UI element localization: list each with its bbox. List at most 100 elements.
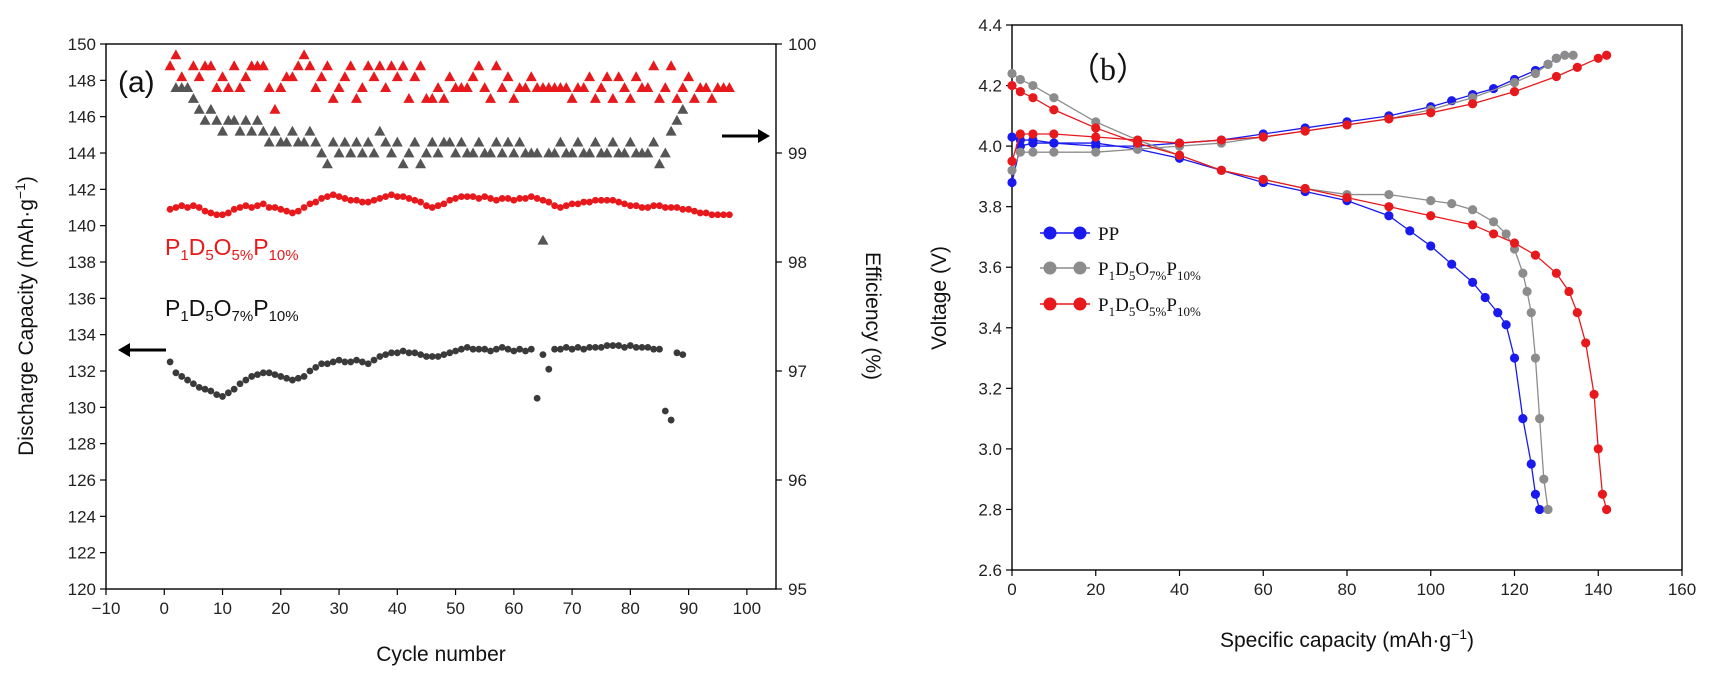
efficiency-point [589, 136, 601, 147]
curve-point [1509, 77, 1520, 88]
x-tick-label: 0 [160, 599, 169, 618]
efficiency-point [292, 60, 304, 71]
efficiency-point [257, 125, 269, 136]
capacity-point [236, 380, 244, 388]
efficiency-point [356, 82, 368, 92]
capacity-point [580, 198, 588, 206]
capacity-point [638, 343, 646, 351]
efficiency-point [502, 136, 514, 147]
efficiency-point [578, 82, 590, 92]
svg-text:PP: PP [1098, 224, 1119, 245]
efficiency-point [619, 82, 631, 92]
curve-point [1049, 147, 1059, 157]
x-tick-label: 60 [504, 599, 523, 618]
curve-point [1015, 129, 1025, 139]
curve-point [1522, 286, 1532, 297]
capacity-point [632, 343, 640, 351]
curve-point [1007, 132, 1017, 142]
y-tick-label: 3.8 [978, 198, 1002, 217]
capacity-point [562, 343, 570, 351]
capacity-point [597, 343, 605, 351]
legend-item-p1d5o7: P1D5O7%P10% [1040, 259, 1201, 283]
efficiency-point [502, 71, 514, 82]
curve-point [1028, 147, 1038, 157]
efficiency-point [374, 125, 386, 136]
efficiency-point [385, 60, 397, 71]
efficiency-point [525, 71, 537, 82]
curve-point [1007, 177, 1017, 188]
capacity-point [621, 343, 628, 351]
curve-point [1509, 87, 1520, 97]
efficiency-point [246, 125, 258, 136]
right-axis-arrow [722, 129, 770, 143]
capacity-point [341, 358, 349, 366]
capacity-point [259, 369, 267, 377]
efficiency-point [170, 49, 182, 60]
capacity-point [679, 351, 687, 359]
curve-point [1015, 147, 1025, 157]
capacity-point [615, 342, 623, 349]
x-tick-label: 50 [446, 599, 465, 618]
capacity-point [289, 209, 296, 217]
capacity-point [510, 196, 518, 204]
curve-point [1447, 259, 1457, 269]
curve-point [1426, 196, 1436, 206]
efficiency-point [321, 158, 333, 169]
capacity-point [224, 209, 232, 217]
curve-point [1602, 50, 1612, 60]
capacity-point [294, 207, 302, 215]
capacity-point [597, 196, 605, 204]
capacity-point [469, 193, 477, 201]
y-tick-label: 150 [68, 35, 96, 54]
y-tick-label: 4.4 [978, 16, 1002, 35]
y2-tick-label: 95 [788, 580, 807, 599]
x-tick-label: 0 [1007, 580, 1016, 599]
efficiency-point [193, 71, 205, 82]
efficiency-point [356, 147, 368, 158]
y-tick-label: 3.2 [978, 379, 1002, 398]
capacity-point [184, 204, 191, 211]
y-tick-label: 142 [68, 180, 96, 199]
efficiency-point [345, 60, 357, 71]
capacity-point [189, 202, 197, 210]
efficiency-point [566, 93, 578, 103]
efficiency-point [205, 60, 217, 71]
capacity-point [271, 371, 279, 379]
curve-point [1049, 93, 1059, 103]
capacity-point [201, 207, 209, 215]
curve-point [1384, 114, 1394, 124]
capacity-point [393, 193, 401, 201]
capacity-point [353, 356, 360, 364]
panel-a-ylabel-sup: −1 [12, 183, 28, 199]
capacity-point [370, 356, 378, 364]
curve-point [1560, 50, 1570, 60]
capacity-point [714, 211, 722, 219]
capacity-point [341, 195, 349, 202]
capacity-point [621, 200, 628, 208]
capacity-point [335, 193, 343, 201]
y2-tick-label: 100 [788, 35, 816, 54]
curve-point [1535, 414, 1545, 424]
y-tick-label: 4.0 [978, 137, 1002, 156]
y-tick-label: 2.8 [978, 500, 1002, 519]
capacity-point [259, 200, 267, 208]
capacity-point [166, 358, 174, 366]
capacity-point [656, 202, 663, 210]
curve-point [1007, 156, 1017, 166]
efficiency-point [584, 71, 596, 82]
curve-point [1581, 338, 1591, 348]
y-tick-label: 3.0 [978, 440, 1002, 459]
capacity-point [685, 205, 693, 213]
capacity-point [487, 347, 494, 355]
efficiency-point [409, 136, 421, 147]
efficiency-point [479, 82, 491, 92]
curve-point [1568, 50, 1578, 60]
y-tick-label: 134 [68, 326, 96, 345]
capacity-point [306, 200, 314, 208]
capacity-point [696, 209, 704, 217]
capacity-point [650, 345, 658, 353]
efficiency-point [642, 82, 654, 92]
efficiency-point [671, 114, 683, 125]
efficiency-point [490, 60, 502, 71]
efficiency-point [607, 136, 619, 147]
